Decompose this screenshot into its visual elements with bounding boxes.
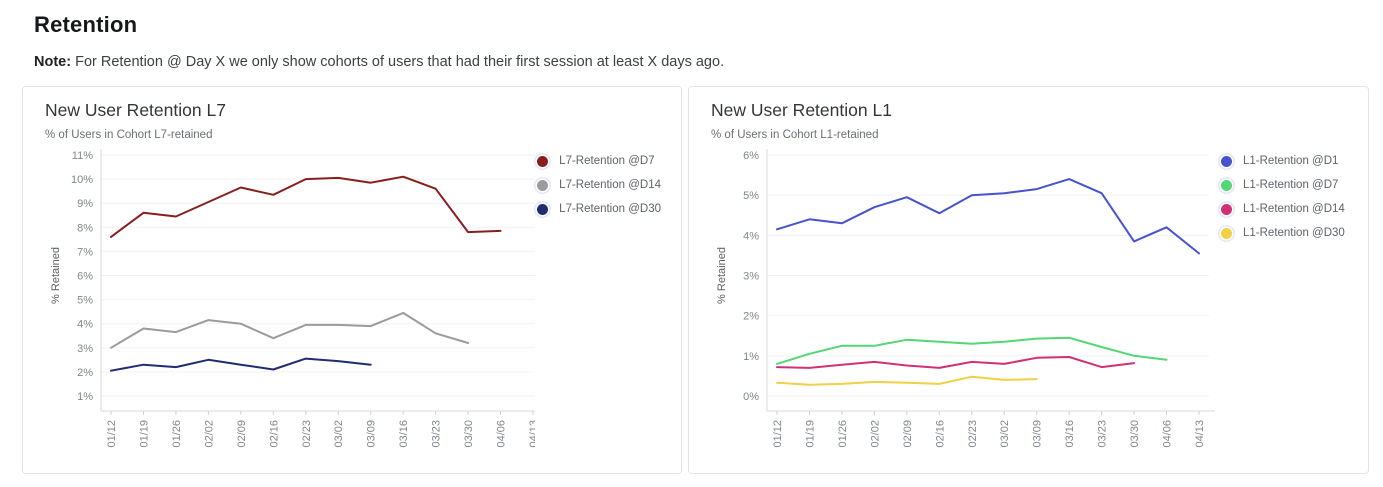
page-header: Retention Note: For Retention @ Day X we… [0,0,1383,70]
legend-label: L1-Retention @D1 [1243,155,1339,167]
x-tick-label: 03/30 [1129,420,1141,448]
x-tick-label: 02/16 [934,420,946,448]
legend-label: L1-Retention @D30 [1243,227,1345,239]
y-axis-title: % Retained [716,247,728,304]
line-chart-l1: 0% 1% 2% 3% 4% 5% 6% 01/12 01/19 01/26 02/02 02/09 0… [716,149,1215,448]
series-line-L1-Retention @D30 [776,375,1038,386]
legend-l1: L1-Retention @D1 L1-Retention @D7 L1-Reten… [1221,155,1345,251]
legend-dot-icon [537,155,549,167]
x-tick-label: 02/09 [236,420,248,448]
legend-dot-icon [1221,179,1232,191]
y-tick-label: 3% [77,343,93,355]
legend-item-L1-Retention @D1[interactable]: L1-Retention @D1 [1221,155,1345,167]
y-tick-label: 1% [77,391,93,403]
note-text: For Retention @ Day X we only show cohor… [71,54,725,70]
y-tick-label: 4% [743,230,759,242]
legend-label: L1-Retention @D14 [1243,203,1345,215]
y-tick-label: 5% [77,295,93,307]
series-line-L1-Retention @D1 [776,178,1200,255]
legend-item-L1-Retention @D30[interactable]: L1-Retention @D30 [1221,227,1345,239]
x-tick-label: 03/30 [463,420,475,448]
y-tick-label: 6% [77,271,93,283]
x-tick-label: 01/12 [106,420,118,448]
x-tick-label: 03/02 [999,420,1011,448]
y-tick-label: 2% [77,367,93,379]
note-label: Note: [34,54,72,70]
series-line-L1-Retention @D7 [776,336,1168,365]
y-tick-label: 9% [77,198,93,210]
series-line-L7-Retention @D30 [110,357,372,372]
x-tick-label: 04/13 [1194,420,1206,448]
legend-label: L7-Retention @D14 [559,179,661,191]
x-tick-label: 01/19 [804,420,816,448]
legend-item-L7-Retention @D14[interactable]: L7-Retention @D14 [537,179,661,191]
x-tick-label: 03/09 [1032,420,1044,448]
x-tick-label: 01/26 [837,420,849,448]
x-tick-label: 03/16 [1064,420,1076,448]
x-tick-label: 03/02 [333,420,345,448]
legend-dot-icon [1221,155,1232,167]
chart-card-l7: New User Retention L7 % of Users in Coho… [22,86,682,474]
x-tick-label: 04/06 [496,420,508,448]
x-tick-label: 02/02 [869,420,881,448]
y-tick-label: 11% [72,150,93,162]
x-tick-label: 04/06 [1162,420,1174,448]
x-tick-label: 04/13 [528,420,535,448]
page-title: Retention [34,12,138,37]
series-line-L1-Retention @D14 [776,356,1136,369]
charts-row: New User Retention L7 % of Users in Coho… [22,86,1383,474]
legend-item-L1-Retention @D14[interactable]: L1-Retention @D14 [1221,203,1345,215]
legend-l7: L7-Retention @D7 L7-Retention @D14 L7-Rete… [537,155,661,227]
x-tick-label: 01/12 [772,420,784,448]
series-line-L7-Retention @D14 [110,311,470,349]
line-chart-l7: 1% 2% 3% 4% 5% 6% 7% 8% 9% 10% 11% 01/12 01/19 01/26 0… [50,149,536,448]
y-tick-label: 7% [77,246,93,258]
legend-dot-icon [537,179,549,191]
x-tick-label: 01/26 [171,420,183,448]
x-tick-label: 02/09 [902,420,914,448]
legend-label: L7-Retention @D30 [559,203,661,215]
chart-subtitle-l1: % of Users in Cohort L1-retained [711,129,879,141]
x-tick-label: 02/23 [301,420,313,448]
legend-dot-icon [537,203,549,215]
y-tick-label: 3% [743,271,759,283]
y-tick-label: 6% [743,150,759,162]
legend-label: L1-Retention @D7 [1243,179,1339,191]
chart-subtitle-l7: % of Users in Cohort L7-retained [45,129,213,141]
x-tick-label: 02/16 [268,420,280,448]
legend-dot-icon [1221,227,1232,239]
y-tick-label: 5% [743,190,759,202]
chart-card-l1: New User Retention L1 % of Users in Coho… [688,86,1369,474]
y-tick-label: 10% [71,174,93,186]
legend-dot-icon [1221,203,1232,215]
x-tick-label: 03/23 [431,420,443,448]
chart-title-l7: New User Retention L7 [45,100,226,120]
y-tick-label: 8% [77,222,93,234]
x-tick-label: 03/09 [366,420,378,448]
legend-item-L7-Retention @D30[interactable]: L7-Retention @D30 [537,203,661,215]
x-tick-label: 03/23 [1097,420,1109,448]
page-note: Note: For Retention @ Day X we only show… [34,54,1383,70]
y-tick-label: 1% [743,351,759,363]
y-tick-label: 4% [77,319,93,331]
y-tick-label: 0% [743,391,759,403]
series-line-L7-Retention @D7 [110,175,502,238]
x-tick-label: 01/19 [138,420,150,448]
y-axis-title: % Retained [50,247,62,304]
x-tick-label: 02/02 [203,420,215,448]
x-tick-label: 03/16 [398,420,410,448]
chart-title-l1: New User Retention L1 [711,100,892,120]
legend-item-L7-Retention @D7[interactable]: L7-Retention @D7 [537,155,661,167]
y-tick-label: 2% [743,311,759,323]
x-tick-label: 02/23 [967,420,979,448]
legend-label: L7-Retention @D7 [559,155,655,167]
legend-item-L1-Retention @D7[interactable]: L1-Retention @D7 [1221,179,1345,191]
